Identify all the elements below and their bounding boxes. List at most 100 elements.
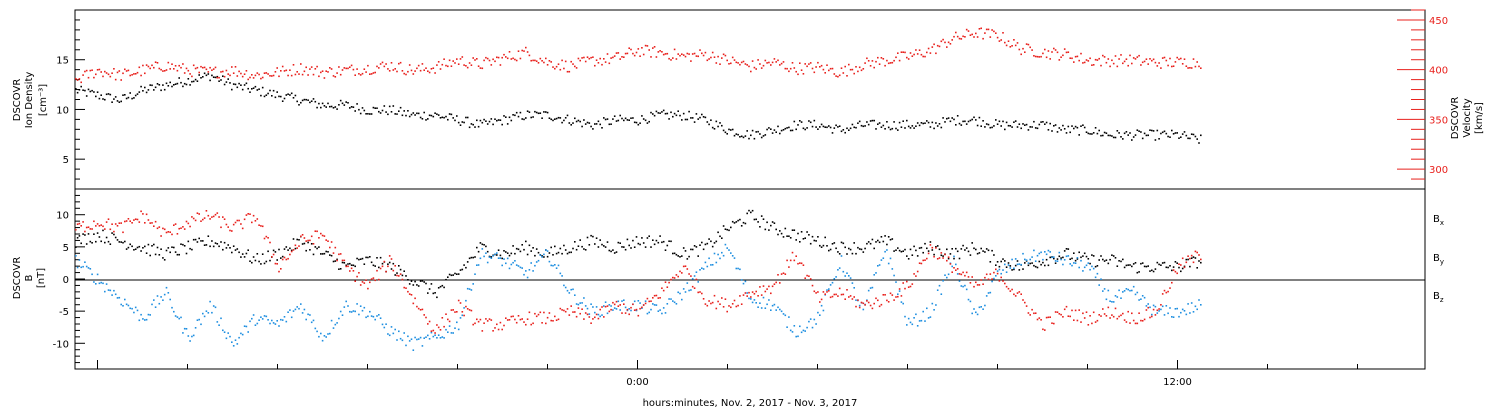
data-point bbox=[113, 98, 115, 100]
data-point bbox=[483, 118, 485, 121]
data-point bbox=[575, 67, 578, 69]
data-point bbox=[603, 316, 605, 318]
data-point bbox=[430, 68, 433, 70]
data-point bbox=[710, 302, 712, 305]
data-point bbox=[837, 251, 839, 253]
data-point bbox=[432, 292, 435, 295]
data-point bbox=[877, 299, 879, 302]
data-point bbox=[1176, 132, 1178, 134]
data-point bbox=[1067, 255, 1070, 257]
data-point bbox=[1025, 259, 1028, 261]
data-point bbox=[775, 61, 777, 63]
data-point bbox=[976, 36, 979, 38]
data-point bbox=[238, 70, 240, 73]
data-point bbox=[149, 314, 151, 316]
data-point bbox=[379, 112, 382, 114]
data-point bbox=[1013, 293, 1015, 296]
data-point bbox=[1141, 137, 1144, 140]
data-point bbox=[80, 85, 82, 88]
data-point bbox=[497, 257, 500, 259]
data-point bbox=[1152, 130, 1155, 132]
data-point bbox=[472, 123, 474, 126]
data-point bbox=[844, 65, 846, 68]
data-point bbox=[283, 97, 286, 100]
data-point bbox=[202, 66, 204, 69]
data-point bbox=[296, 100, 298, 103]
data-point bbox=[826, 291, 828, 293]
data-point bbox=[575, 315, 578, 318]
data-point bbox=[214, 306, 217, 309]
data-point bbox=[599, 315, 601, 318]
data-point bbox=[846, 127, 848, 130]
data-point bbox=[1049, 58, 1051, 60]
data-point bbox=[630, 309, 632, 312]
data-point bbox=[1040, 121, 1042, 123]
data-point bbox=[187, 240, 190, 243]
data-point bbox=[668, 240, 670, 242]
data-point bbox=[998, 280, 1001, 282]
data-point bbox=[200, 77, 202, 79]
data-point bbox=[1145, 305, 1148, 307]
data-point bbox=[884, 235, 886, 237]
data-point bbox=[964, 120, 966, 123]
data-point bbox=[969, 300, 972, 303]
data-point bbox=[1156, 261, 1159, 264]
data-point bbox=[303, 308, 306, 311]
data-point bbox=[441, 284, 444, 287]
data-point bbox=[1074, 309, 1077, 312]
data-point bbox=[739, 295, 741, 297]
data-point bbox=[590, 56, 592, 59]
data-point bbox=[105, 283, 108, 285]
data-point bbox=[343, 67, 346, 69]
data-point bbox=[414, 297, 416, 300]
data-point bbox=[501, 123, 503, 126]
data-point bbox=[563, 67, 565, 70]
data-point bbox=[853, 296, 855, 298]
data-point bbox=[332, 75, 335, 77]
data-point bbox=[1045, 121, 1048, 124]
data-point bbox=[677, 53, 679, 55]
data-point bbox=[1027, 43, 1030, 46]
data-point bbox=[985, 123, 988, 125]
data-point bbox=[499, 254, 502, 257]
data-point bbox=[597, 120, 600, 123]
data-point bbox=[797, 335, 799, 338]
data-point bbox=[864, 304, 866, 306]
data-point bbox=[1091, 133, 1093, 135]
data-point bbox=[245, 252, 248, 255]
data-point bbox=[730, 252, 732, 254]
data-point bbox=[962, 285, 964, 288]
data-point bbox=[1034, 127, 1037, 129]
data-point bbox=[1169, 57, 1171, 60]
data-point bbox=[918, 49, 921, 51]
data-point bbox=[105, 93, 108, 96]
data-point bbox=[566, 252, 569, 255]
data-point bbox=[1062, 256, 1064, 259]
data-point bbox=[116, 100, 119, 102]
data-point bbox=[339, 310, 342, 313]
data-point bbox=[904, 51, 906, 54]
data-point bbox=[131, 74, 133, 76]
data-point bbox=[240, 256, 242, 258]
data-point bbox=[873, 66, 875, 69]
data-point bbox=[356, 275, 358, 278]
legend-bz: Bz bbox=[1433, 291, 1444, 304]
data-point bbox=[236, 75, 239, 77]
data-point bbox=[463, 121, 465, 124]
data-point bbox=[178, 64, 180, 67]
data-point bbox=[407, 279, 409, 281]
data-point bbox=[144, 86, 146, 89]
data-point bbox=[844, 131, 846, 134]
data-point bbox=[156, 62, 159, 64]
data-point bbox=[1087, 324, 1090, 326]
data-point bbox=[501, 56, 503, 59]
data-point bbox=[951, 265, 953, 268]
data-point bbox=[383, 326, 386, 329]
data-point bbox=[1087, 132, 1090, 135]
data-point bbox=[630, 306, 632, 309]
data-point bbox=[142, 90, 144, 92]
data-point bbox=[666, 52, 669, 55]
data-point bbox=[494, 327, 496, 329]
y-tick-label: -10 bbox=[53, 339, 69, 350]
data-point bbox=[312, 319, 315, 322]
